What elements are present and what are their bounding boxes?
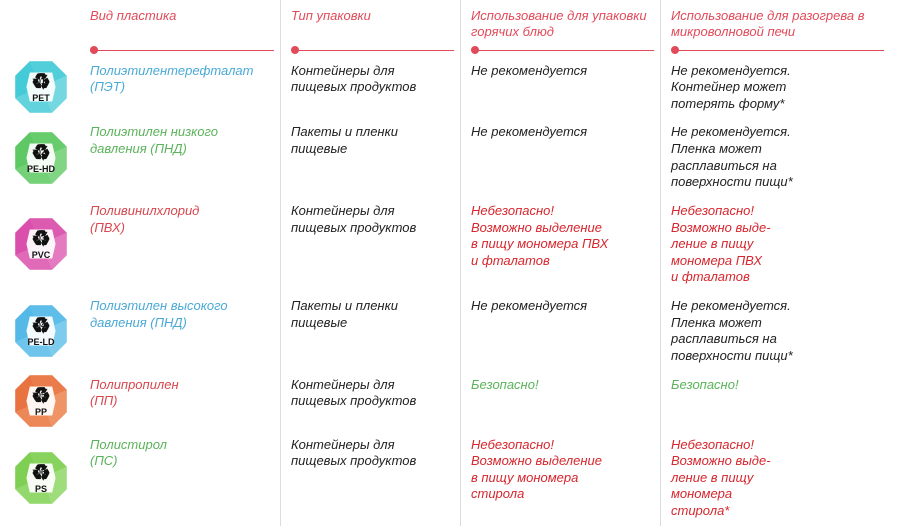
- recycling-gem-icon: ♻04PE-LD: [0, 292, 80, 371]
- plastic-name: Поливинилхлорид (ПВХ): [80, 197, 280, 292]
- microwave-usage: Не рекомендуется. Пленка может расплавит…: [660, 118, 890, 197]
- microwave-usage: Небезопасно! Возможно выде- ление в пищу…: [660, 197, 890, 292]
- hot-food-usage: Небезопасно! Возможно выделение в пищу м…: [460, 431, 660, 526]
- header-hot-food: Использование для упаковки горячих блюд: [460, 0, 660, 47]
- hot-food-usage: Не рекомендуется: [460, 292, 660, 371]
- microwave-usage: Не рекомендуется. Контейнер может потеря…: [660, 57, 890, 119]
- header-microwave: Использование для разогрева в микроволно…: [660, 0, 890, 47]
- recycling-gem-icon: ♻02PE-HD: [0, 118, 80, 197]
- plastic-name: Полиэтилентерефталат (ПЭТ): [80, 57, 280, 119]
- header-plastic-type: Вид пластика: [80, 0, 280, 47]
- recycling-gem-icon: ♻03PVC: [0, 197, 80, 292]
- packaging-type: Пакеты и пленки пищевые: [280, 292, 460, 371]
- header-rule: [460, 47, 660, 57]
- header-packaging: Тип упаковки: [280, 0, 460, 47]
- packaging-type: Контейнеры для пищевых продуктов: [280, 197, 460, 292]
- packaging-type: Контейнеры для пищевых продуктов: [280, 57, 460, 119]
- plastic-name: Полиэтилен низкого давления (ПНД): [80, 118, 280, 197]
- recycling-gem-icon: ♻06PS: [0, 431, 80, 526]
- header-rule: [80, 47, 280, 57]
- plastic-name: Полиэтилен высокого давления (ПНД): [80, 292, 280, 371]
- hot-food-usage: Не рекомендуется: [460, 118, 660, 197]
- plastic-name: Полипропилен (ПП): [80, 371, 280, 431]
- header-rule: [280, 47, 460, 57]
- microwave-usage: Не рекомендуется. Пленка может расплавит…: [660, 292, 890, 371]
- hot-food-usage: Не рекомендуется: [460, 57, 660, 119]
- header-rule: [660, 47, 890, 57]
- microwave-usage: Безопасно!: [660, 371, 890, 431]
- packaging-type: Пакеты и пленки пищевые: [280, 118, 460, 197]
- packaging-type: Контейнеры для пищевых продуктов: [280, 371, 460, 431]
- hot-food-usage: Небезопасно! Возможно выделение в пищу м…: [460, 197, 660, 292]
- microwave-usage: Небезопасно! Возможно выде- ление в пищу…: [660, 431, 890, 526]
- packaging-type: Контейнеры для пищевых продуктов: [280, 431, 460, 526]
- recycling-gem-icon: ♻01PET: [0, 57, 80, 119]
- hot-food-usage: Безопасно!: [460, 371, 660, 431]
- plastics-table: Вид пластика Тип упаковки Использование …: [0, 0, 906, 526]
- recycling-gem-icon: ♻05PP: [0, 371, 80, 431]
- plastic-name: Полистирол (ПС): [80, 431, 280, 526]
